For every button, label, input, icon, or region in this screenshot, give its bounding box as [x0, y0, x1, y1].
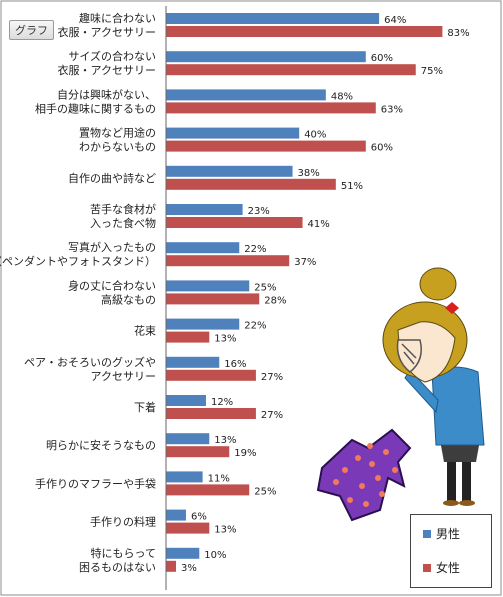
value-label-female-10: 27% — [261, 410, 283, 421]
bar-male-2 — [166, 89, 326, 101]
value-label-female-1: 75% — [421, 66, 443, 77]
category-label-4-0: 自作の曲や詩など — [68, 172, 156, 185]
value-label-female-13: 13% — [214, 525, 236, 536]
bar-female-2 — [166, 102, 376, 114]
value-label-female-8: 13% — [214, 334, 236, 345]
legend-swatch-male — [423, 529, 431, 538]
bar-female-3 — [166, 140, 366, 152]
category-label-5-1: 入った食べ物 — [90, 216, 156, 230]
girl-illustration — [316, 267, 485, 522]
bar-male-0 — [166, 13, 380, 24]
value-label-male-11: 13% — [214, 435, 236, 446]
legend-item-female: 女性 — [423, 559, 460, 576]
bar-male-9 — [166, 356, 220, 368]
value-label-female-9: 27% — [261, 372, 283, 383]
value-label-female-6: 37% — [294, 257, 316, 268]
value-label-female-11: 19% — [234, 448, 256, 459]
bar-female-13 — [166, 522, 210, 534]
bar-male-5 — [166, 204, 243, 215]
value-label-female-4: 51% — [341, 181, 363, 192]
bar-female-14 — [166, 560, 176, 572]
category-label-2-1: 相手の趣味に関するもの — [35, 101, 156, 115]
bar-female-11 — [166, 446, 230, 458]
bar-female-6 — [166, 255, 290, 267]
value-label-male-13: 6% — [191, 512, 207, 523]
bar-male-14 — [166, 547, 200, 559]
category-label-5-0: 苦手な食材が — [90, 202, 156, 216]
bar-male-12 — [166, 471, 203, 483]
bar-male-4 — [166, 165, 293, 177]
value-label-female-5: 41% — [308, 219, 330, 230]
value-label-male-10: 12% — [211, 397, 233, 408]
category-label-1-1: 衣服・アクセサリー — [58, 63, 156, 77]
bar-male-6 — [166, 242, 240, 254]
bar-female-10 — [166, 408, 256, 419]
bar-male-1 — [166, 51, 366, 63]
category-label-1-0: サイズの合わない — [68, 49, 156, 63]
category-label-13-0: 手作りの料理 — [90, 515, 156, 529]
category-label-8-0: 花束 — [134, 325, 156, 338]
value-label-female-0: 83% — [447, 28, 469, 39]
category-label-7-1: 高級なもの — [101, 292, 156, 306]
plot-area: 64%83%趣味に合わない衣服・アクセサリー60%75%サイズの合わない衣服・ア… — [0, 6, 470, 590]
category-label-3-0: 置物など用途の — [79, 126, 156, 140]
value-label-male-9: 16% — [224, 359, 246, 370]
category-label-14-1: 困るものはない — [79, 561, 156, 574]
bar-female-8 — [166, 331, 210, 343]
bar-male-13 — [166, 509, 186, 521]
value-label-female-14: 3% — [181, 563, 197, 574]
value-label-male-3: 40% — [304, 130, 326, 141]
legend: 男性 女性 — [410, 514, 492, 588]
value-label-female-3: 60% — [371, 143, 393, 154]
value-label-male-8: 22% — [244, 321, 266, 332]
bar-male-3 — [166, 127, 300, 139]
category-label-12-0: 手作りのマフラーや手袋 — [35, 476, 156, 490]
category-label-2-0: 自分は興味がない、 — [57, 87, 156, 101]
category-label-10-0: 下着 — [134, 400, 156, 414]
value-label-male-6: 22% — [244, 244, 266, 255]
value-label-male-5: 23% — [248, 206, 270, 217]
category-label-6-0: 写真が入ったもの — [68, 240, 156, 254]
value-label-male-14: 10% — [204, 550, 226, 561]
legend-swatch-female — [423, 563, 431, 572]
bar-male-11 — [166, 433, 210, 445]
value-label-male-1: 60% — [371, 53, 393, 64]
category-label-3-1: わからないもの — [79, 141, 156, 154]
bar-female-4 — [166, 178, 336, 190]
category-label-6-1: （ペンダントやフォトスタンド） — [0, 254, 156, 268]
category-label-0-0: 趣味に合わない — [79, 11, 156, 25]
category-label-9-1: アクセサリー — [91, 370, 156, 383]
bar-male-10 — [166, 395, 206, 406]
bar-female-5 — [166, 217, 303, 228]
legend-label-male: 男性 — [436, 527, 461, 541]
value-label-male-2: 48% — [331, 91, 353, 102]
bar-male-8 — [166, 318, 240, 330]
category-label-0-1: 衣服・アクセサリー — [58, 25, 156, 39]
bar-female-12 — [166, 484, 250, 496]
bar-female-0 — [166, 26, 443, 37]
value-label-female-12: 25% — [254, 486, 276, 497]
category-label-7-0: 身の丈に合わない — [68, 278, 156, 292]
legend-label-female: 女性 — [436, 561, 461, 575]
bar-female-9 — [166, 369, 256, 381]
bar-female-1 — [166, 64, 416, 76]
category-label-9-0: ペア・おそろいのグッズや — [24, 355, 156, 369]
value-label-male-12: 11% — [208, 473, 230, 484]
value-label-female-7: 28% — [264, 295, 286, 306]
category-label-11-0: 明らかに安そうなもの — [46, 438, 156, 452]
value-label-male-0: 64% — [384, 15, 406, 26]
bar-female-7 — [166, 293, 260, 305]
value-label-male-4: 38% — [298, 168, 320, 179]
chart-tab[interactable]: グラフ — [9, 20, 54, 40]
value-label-male-7: 25% — [254, 282, 276, 293]
bar-male-7 — [166, 280, 250, 292]
legend-item-male: 男性 — [423, 525, 460, 542]
category-label-14-0: 特にもらって — [91, 546, 156, 560]
value-label-female-2: 63% — [381, 104, 403, 115]
